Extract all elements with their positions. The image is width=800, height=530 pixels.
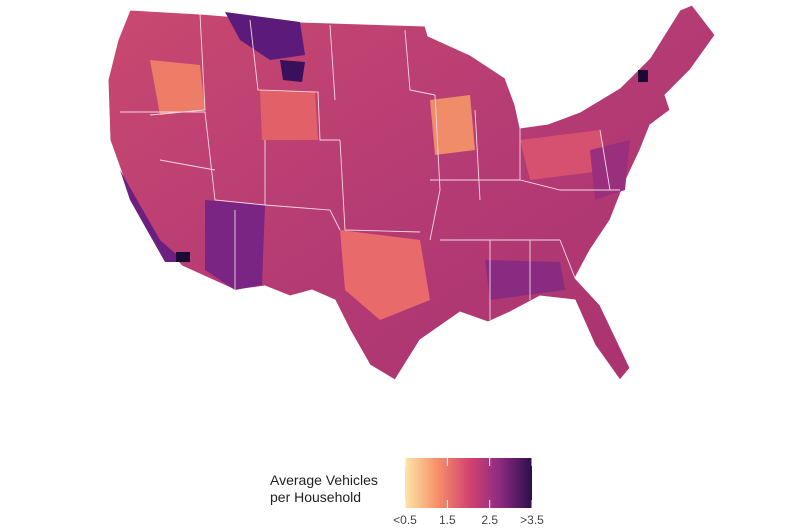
colorbar-tick-label: 1.5	[439, 513, 456, 527]
colorbar-tick-label: 2.5	[481, 513, 498, 527]
us-outline	[107, 4, 716, 381]
legend-title: Average Vehicles per Household	[270, 472, 378, 505]
colorbar-tick-label: >3.5	[520, 513, 544, 527]
colorbar	[405, 458, 532, 508]
colorbar-tick-label: <0.5	[393, 513, 417, 527]
county-patches	[120, 12, 648, 320]
state-borders	[120, 13, 620, 320]
